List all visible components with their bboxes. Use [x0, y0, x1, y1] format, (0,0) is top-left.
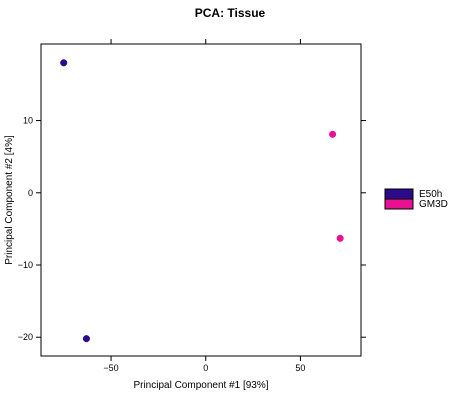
y-tick-label: 10 — [23, 116, 33, 126]
axis-tick-labels: −50 0 50 −20 −10 0 10 — [18, 116, 306, 373]
data-points — [60, 59, 344, 343]
y-tick-label: 0 — [28, 188, 33, 198]
data-point — [60, 59, 68, 67]
legend-label: GM3D — [419, 199, 448, 210]
legend-swatch — [384, 198, 414, 210]
legend-swatch — [384, 188, 414, 200]
legend-label: E50h — [419, 189, 442, 200]
data-point — [329, 130, 337, 138]
y-tick-label: −10 — [18, 260, 33, 270]
data-point — [336, 234, 344, 242]
y-tick-label: −20 — [18, 332, 33, 342]
axis-ticks — [36, 39, 366, 361]
x-tick-label: 50 — [295, 363, 305, 373]
x-axis-label: Principal Component #1 [93%] — [133, 380, 268, 391]
x-tick-label: −50 — [103, 363, 118, 373]
chart-title: PCA: Tissue — [195, 6, 266, 20]
x-tick-label: 0 — [203, 363, 208, 373]
y-axis-label: Principal Component #2 [4%] — [4, 135, 15, 265]
plot-frame — [40, 43, 362, 357]
data-point — [82, 335, 90, 343]
